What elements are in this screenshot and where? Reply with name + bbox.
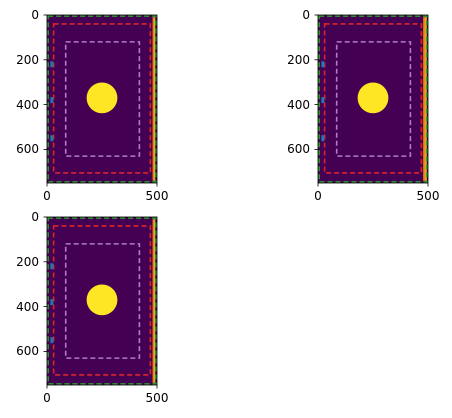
side-bar-inner — [154, 219, 155, 383]
y-tick-label-400: 400 — [16, 98, 39, 112]
x-tick-label-500: 500 — [146, 189, 169, 203]
axes-frame — [317, 14, 429, 184]
y-tick-label-400: 400 — [16, 300, 39, 314]
y-tick-label-200: 200 — [287, 53, 310, 67]
x-tick-label-0: 0 — [314, 189, 322, 203]
circle-spot — [86, 82, 118, 114]
rect-outer-green — [318, 15, 428, 183]
left-marker-2 — [50, 337, 54, 344]
left-marker-2 — [321, 135, 325, 142]
y-tick-label-0: 0 — [31, 8, 39, 22]
panel-top-right: 0 500 0 200 400 600 — [287, 8, 439, 203]
left-marker-0 — [321, 61, 325, 68]
ticks — [43, 14, 158, 187]
x-tick-label-0: 0 — [43, 189, 51, 203]
axes-frame — [46, 14, 158, 184]
y-tick-label-0: 0 — [302, 8, 310, 22]
rect-middle-red — [52, 225, 152, 376]
y-tick-label-600: 600 — [16, 142, 39, 156]
rect-inner-pink — [64, 41, 141, 157]
side-bar — [152, 17, 156, 181]
y-tick-label-600: 600 — [287, 142, 310, 156]
y-tick-label-0: 0 — [31, 210, 39, 224]
panel-top-left: 0 500 0 200 400 600 — [16, 8, 168, 203]
rect-middle-red — [323, 23, 423, 174]
side-bar — [152, 219, 156, 383]
rect-inner-pink — [64, 243, 141, 359]
rect-outer-green — [47, 217, 157, 385]
rect-inner-pink — [335, 41, 412, 157]
image-area — [47, 217, 157, 385]
image-area — [318, 15, 428, 183]
y-tick-label-200: 200 — [16, 53, 39, 67]
rect-middle-red — [52, 23, 152, 174]
left-marker-1 — [321, 97, 325, 104]
ticks — [43, 216, 158, 389]
left-marker-1 — [50, 299, 54, 306]
side-bar-inner — [154, 17, 155, 181]
rect-outer-green — [47, 15, 157, 183]
x-tick-label-0: 0 — [43, 391, 51, 405]
y-tick-label-200: 200 — [16, 255, 39, 269]
image-area — [47, 15, 157, 183]
x-tick-label-500: 500 — [417, 189, 440, 203]
y-tick-label-400: 400 — [287, 98, 310, 112]
ticks — [314, 14, 429, 187]
axes-frame — [46, 216, 158, 386]
panel-bottom-left: 0 500 0 200 400 600 — [16, 210, 168, 405]
left-marker-0 — [50, 61, 54, 68]
circle-spot — [86, 284, 118, 316]
x-tick-label-500: 500 — [146, 391, 169, 405]
circle-spot — [357, 82, 389, 114]
side-bar — [423, 17, 427, 181]
left-marker-2 — [50, 135, 54, 142]
side-bar-inner — [425, 17, 427, 181]
left-marker-1 — [50, 97, 54, 104]
left-marker-0 — [50, 263, 54, 270]
y-tick-label-600: 600 — [16, 344, 39, 358]
